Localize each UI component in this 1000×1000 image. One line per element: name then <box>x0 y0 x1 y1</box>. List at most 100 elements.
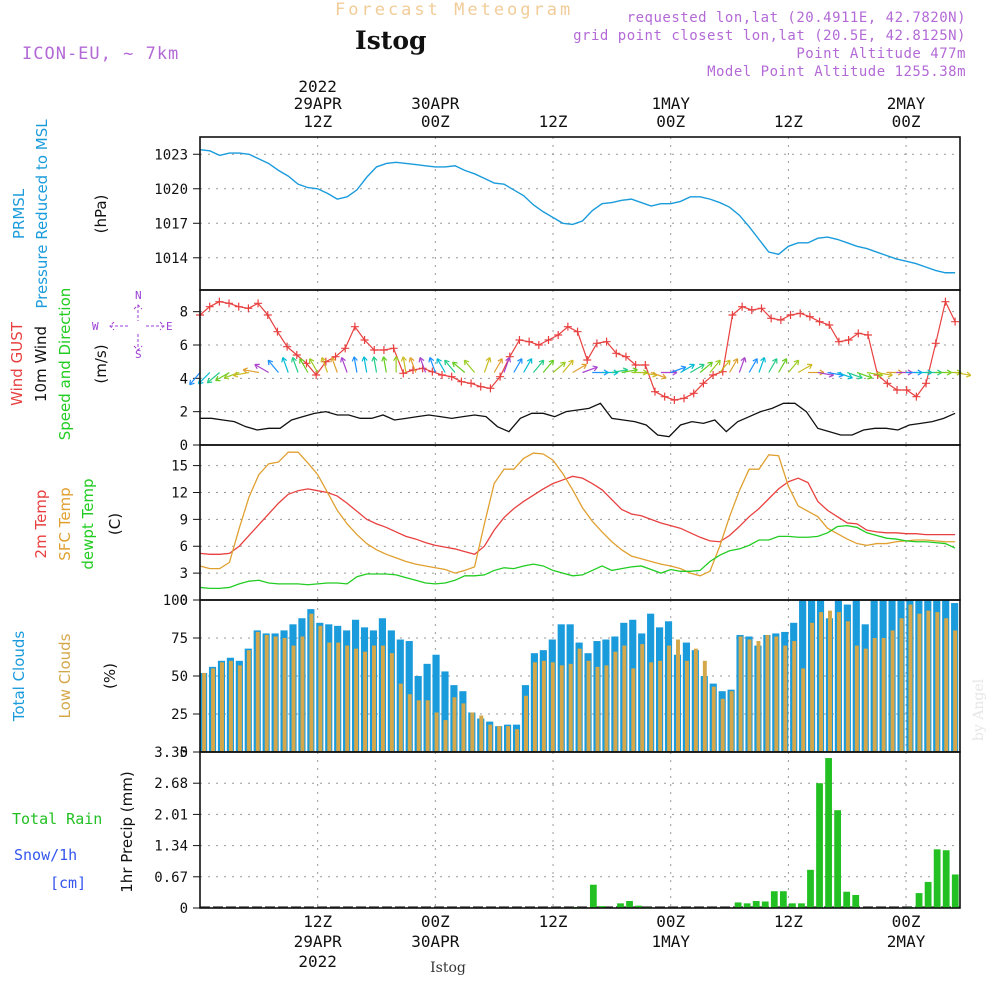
low-clouds-bar <box>264 634 269 752</box>
wind-direction-arrowhead <box>485 356 492 363</box>
rain-label: Total Rain <box>12 810 102 828</box>
gust-marker <box>902 386 911 394</box>
low-clouds-bar <box>693 648 698 752</box>
gust-marker <box>621 352 630 361</box>
wind-unit: (m/s) <box>92 344 110 383</box>
gust-marker <box>573 327 582 336</box>
wind-direction-arrow <box>719 359 731 373</box>
gust-marker <box>312 371 321 379</box>
wind-direction-arrowhead <box>581 363 588 370</box>
wind-direction-arrow <box>611 369 628 374</box>
wind-direction-arrow <box>797 363 813 374</box>
bottom-axis-label: 12Z <box>303 912 332 931</box>
rain-bar <box>834 810 842 908</box>
rain-bar <box>951 874 959 908</box>
top-axis-label: 00Z <box>656 112 685 131</box>
low-clouds-bar <box>363 651 368 752</box>
wind-10m-label: 10m Wind <box>32 326 50 402</box>
wind-direction-arrow <box>444 359 456 373</box>
gust-marker <box>263 311 272 319</box>
wind-direction-arrow <box>680 363 695 374</box>
low-clouds-bar <box>524 695 528 752</box>
low-clouds-bar <box>380 645 385 752</box>
low-clouds-bar <box>586 660 591 752</box>
compass-rose <box>109 304 165 351</box>
wind-direction-arrow <box>267 359 279 373</box>
wind-direction-arrow <box>768 358 778 373</box>
gust-marker <box>244 304 253 313</box>
top-axis-label: 12Z <box>539 112 568 131</box>
wind-direction-arrowhead <box>568 359 574 366</box>
y-tick-label: 0 <box>180 438 188 454</box>
wind-direction-arrowhead <box>689 363 695 370</box>
wind-direction-arrow <box>837 371 853 379</box>
rain-bar <box>843 891 851 908</box>
wind-direction-arrow <box>876 371 893 376</box>
wind-direction-arrowhead <box>781 358 788 364</box>
temp-2m-label: 2m Temp <box>32 490 50 559</box>
low-clouds-bar <box>953 630 958 752</box>
low-clouds-bar <box>944 618 949 752</box>
wind-direction-arrowhead <box>793 359 800 366</box>
wind-direction-arrowhead <box>291 356 297 363</box>
rain-bar <box>626 901 633 908</box>
y-tick-label: 6 <box>180 338 188 354</box>
wind-direction-arrow <box>758 357 766 373</box>
gust-marker <box>563 322 572 331</box>
gust-marker <box>757 304 766 313</box>
y-tick-label: 100 <box>163 593 188 609</box>
wind-direction-arrowhead <box>867 373 873 380</box>
top-axis-label: 2MAY <box>887 94 926 113</box>
wind-direction-arrowhead <box>428 356 435 363</box>
y-tick-label: 0 <box>180 593 188 609</box>
y-tick-label: 12 <box>171 485 188 501</box>
wind-direction-arrowhead <box>807 363 813 370</box>
low-clouds-bar <box>908 604 913 752</box>
low-clouds-bar <box>595 666 600 752</box>
y-tick-label: 3.35 <box>154 745 188 761</box>
gust-marker <box>650 387 659 396</box>
gust-marker <box>515 336 524 344</box>
location-title: Istog <box>355 26 427 55</box>
y-tick-label: 25 <box>171 707 188 723</box>
wind-direction-arrow <box>503 357 511 373</box>
snow-unit-label: [cm] <box>50 874 86 892</box>
gust-marker <box>379 346 388 354</box>
gust-marker <box>660 392 669 401</box>
low-clouds-bar <box>336 642 341 752</box>
wind-direction-arrowhead <box>707 361 713 368</box>
gust-marker <box>680 394 689 403</box>
rain-bar <box>942 850 950 908</box>
wind-direction-arrow <box>363 356 368 373</box>
gust-marker <box>612 349 621 358</box>
wind-direction-arrow <box>353 356 358 373</box>
wind-direction-arrowhead <box>361 356 368 362</box>
gust-marker <box>447 372 456 381</box>
low-clouds-bar <box>497 726 502 752</box>
top-axis-label: 00Z <box>421 112 450 131</box>
bottom-axis-label: 00Z <box>421 912 450 931</box>
rain-bar <box>933 849 941 908</box>
wind-direction-arrowhead <box>215 375 221 382</box>
wind-direction-arrowhead <box>725 359 731 366</box>
wind-direction-arrowhead <box>560 361 566 368</box>
wind-direction-arrowhead <box>548 359 555 366</box>
y-tick-label: 1.34 <box>154 839 188 855</box>
low-clouds-bar <box>291 645 296 752</box>
gust-marker <box>863 331 872 339</box>
y-tick-label: 15 <box>171 459 188 475</box>
wind-direction-arrowhead <box>451 361 458 368</box>
panel-frame <box>199 289 961 446</box>
low-clouds-bar <box>676 639 680 752</box>
y-tick-label: 0.67 <box>154 870 188 886</box>
low-clouds-bar <box>738 636 743 752</box>
wind-direction-arrow <box>778 358 788 373</box>
low-clouds-bar <box>479 715 484 752</box>
wind-direction-arrow <box>817 371 834 376</box>
gust-marker <box>438 371 447 379</box>
wind-direction-arrowhead <box>242 367 248 374</box>
wind-direction-arrow <box>729 358 739 373</box>
y-tick-label: 1017 <box>154 216 188 232</box>
rain-bar <box>807 869 814 908</box>
gust-marker <box>360 336 369 344</box>
